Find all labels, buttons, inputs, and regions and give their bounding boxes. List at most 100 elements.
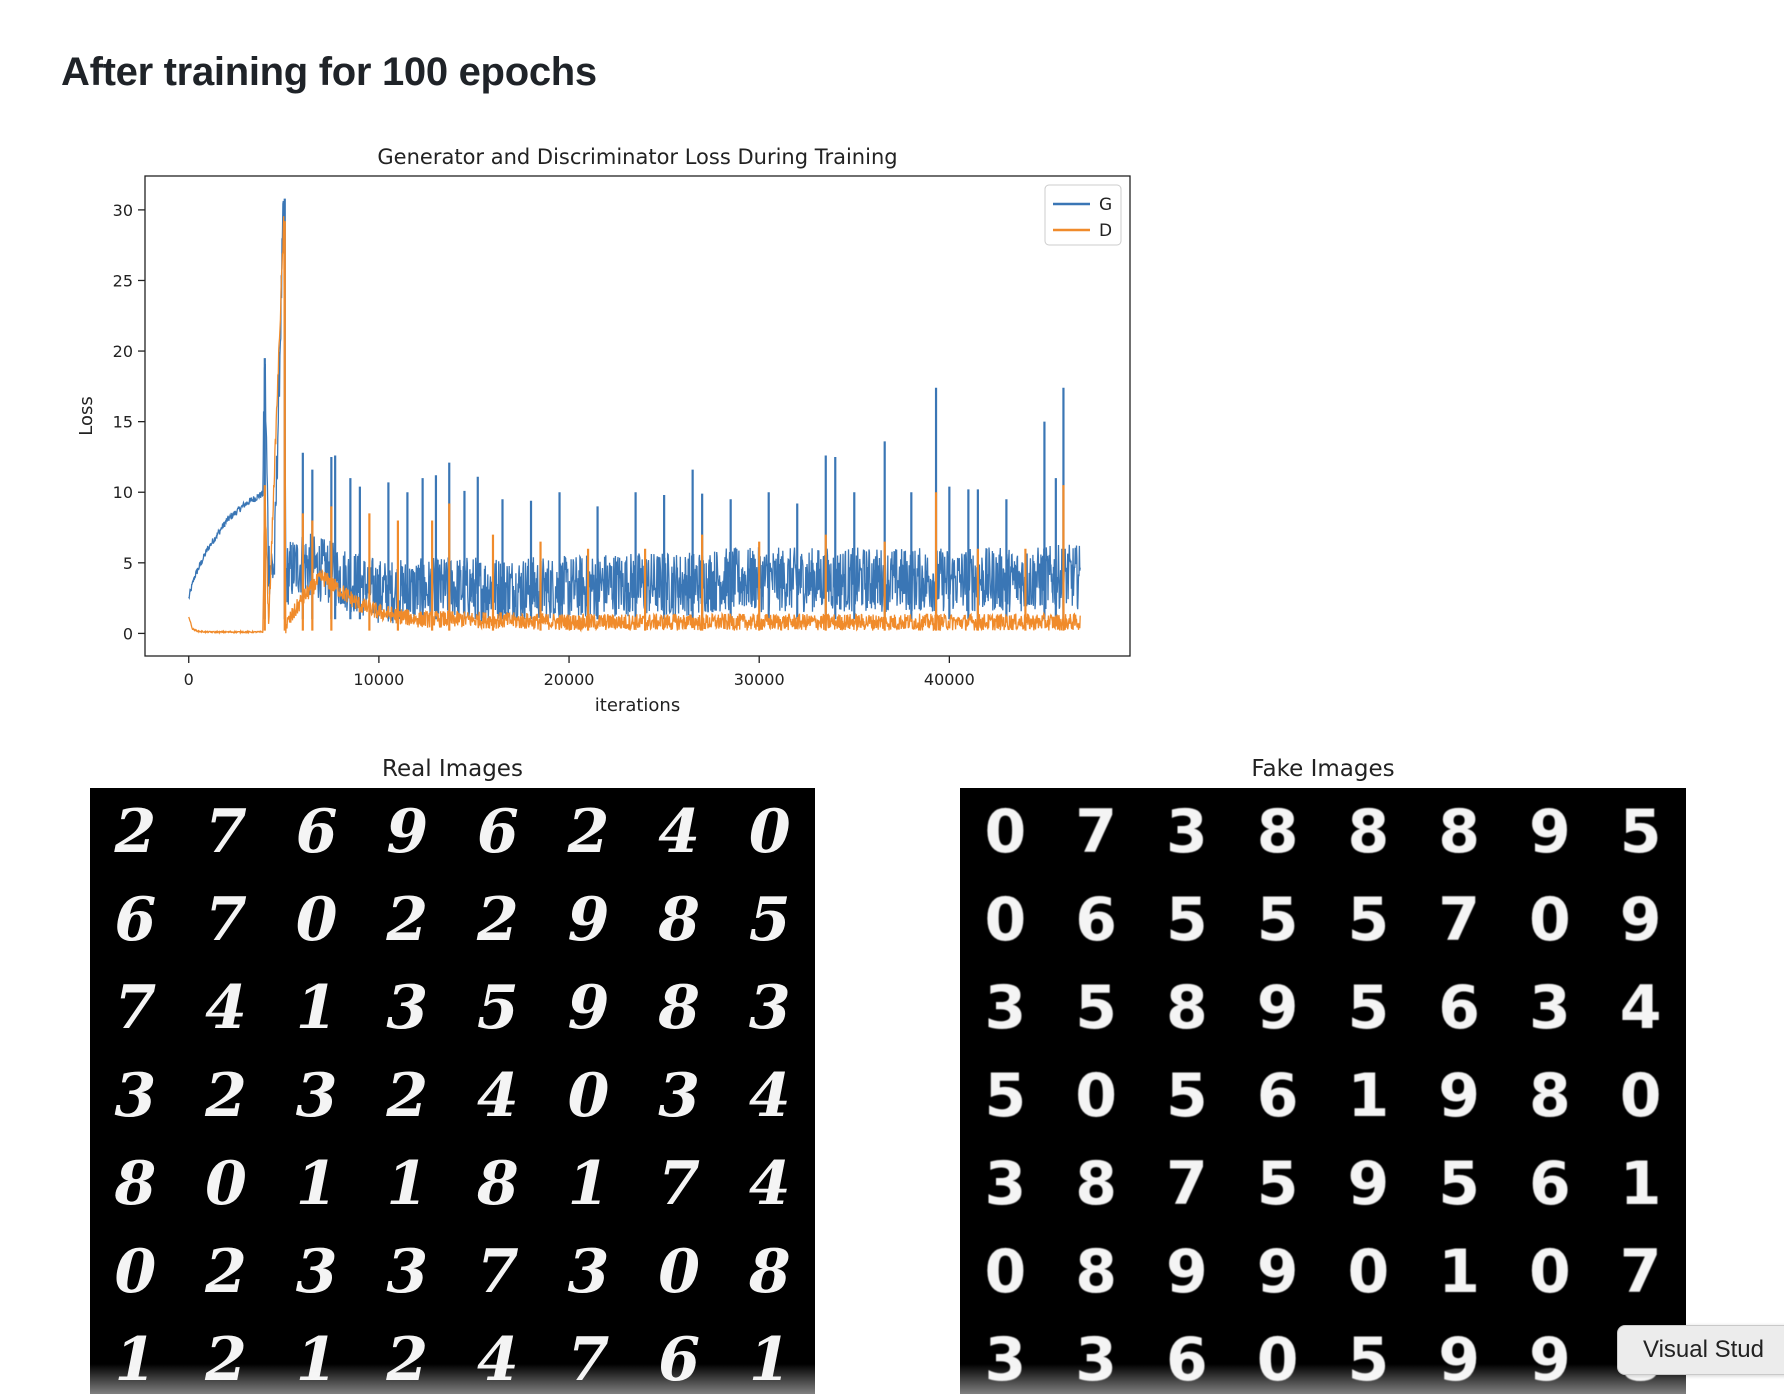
digit-cell: 4 [476, 1325, 519, 1394]
chart-title: Generator and Discriminator Loss During … [377, 145, 897, 169]
digit-cell: 2 [114, 797, 157, 867]
digit-cell: 2 [205, 1237, 247, 1307]
fake-images-title: Fake Images [1251, 756, 1395, 782]
digit-cell: 9 [1619, 885, 1662, 955]
digit-cell: 5 [984, 1061, 1027, 1131]
digit-cell: 8 [1075, 1237, 1117, 1307]
digit-cell: 0 [1529, 1237, 1571, 1307]
digit-cell: 3 [1529, 973, 1571, 1043]
digit-cell: 0 [748, 797, 791, 867]
digit-cell: 8 [476, 1149, 519, 1219]
digit-cell: 5 [476, 973, 519, 1043]
digit-cell: 6 [476, 797, 519, 867]
digit-cell: 3 [984, 1325, 1027, 1394]
digit-cell: 8 [658, 885, 700, 955]
digit-cell: 5 [1347, 973, 1390, 1043]
digit-cell: 8 [1347, 797, 1390, 867]
digit-cell: 0 [984, 885, 1027, 955]
digit-cell: 7 [476, 1237, 519, 1307]
digit-cell: 0 [1347, 1237, 1390, 1307]
x-tick-label: 10000 [353, 670, 404, 689]
digit-cell: 6 [295, 797, 338, 867]
digit-cell: 3 [567, 1237, 610, 1307]
digit-cell: 1 [567, 1149, 610, 1219]
y-tick-label: 25 [113, 271, 133, 290]
x-tick-label: 40000 [924, 670, 975, 689]
digit-cell: 8 [114, 1149, 157, 1219]
digit-cell: 6 [1256, 1061, 1299, 1131]
digit-cell: 1 [1347, 1061, 1390, 1131]
digit-cell: 5 [1347, 885, 1390, 955]
digit-cell: 6 [1075, 885, 1117, 955]
digit-cell: 8 [1529, 1061, 1571, 1131]
digit-cell: 5 [1256, 885, 1299, 955]
digit-cell: 4 [476, 1061, 519, 1131]
digit-cell: 6 [1166, 1325, 1208, 1394]
digit-cell: 9 [1347, 1149, 1390, 1219]
digit-cell: 0 [205, 1149, 247, 1219]
digit-cell: 3 [1075, 1325, 1117, 1394]
real-images-title: Real Images [382, 756, 523, 782]
digit-cell: 8 [1166, 973, 1208, 1043]
digit-cell: 5 [1347, 1325, 1390, 1394]
digit-cell: 0 [1256, 1325, 1299, 1394]
y-axis-label: Loss [76, 396, 97, 435]
digit-cell: 1 [1438, 1237, 1480, 1307]
digit-cell: 0 [1619, 1061, 1662, 1131]
digit-cell: 0 [567, 1061, 610, 1131]
digit-cell: 9 [567, 885, 610, 955]
digit-cell: 5 [1166, 1061, 1208, 1131]
digit-cell: 1 [386, 1149, 429, 1219]
digit-cell: 7 [658, 1149, 700, 1219]
digit-cell: 0 [1075, 1061, 1117, 1131]
x-tick-label: 20000 [544, 670, 595, 689]
legend-label-d: D [1099, 221, 1112, 241]
y-tick-label: 0 [123, 624, 133, 643]
digit-cell: 8 [1256, 797, 1299, 867]
visual-studio-tooltip[interactable]: Visual Stud [1617, 1325, 1784, 1375]
section-heading: After training for 100 epochs [61, 50, 597, 94]
x-axis-label: iterations [595, 695, 680, 716]
digit-cell: 0 [114, 1237, 157, 1307]
digit-cell: 7 [1619, 1237, 1662, 1307]
digit-cell: 9 [386, 797, 429, 867]
digit-cell: 0 [984, 797, 1027, 867]
digit-cell: 2 [205, 1325, 247, 1394]
digit-cell: 3 [386, 973, 429, 1043]
digit-cell: 1 [748, 1325, 791, 1394]
digit-cell: 9 [567, 973, 610, 1043]
y-tick-label: 10 [113, 483, 133, 502]
digit-cell: 3 [295, 1237, 338, 1307]
digit-cell: 3 [295, 1061, 338, 1131]
digit-cell: 6 [1438, 973, 1480, 1043]
digit-cell: 8 [658, 973, 700, 1043]
digit-cell: 0 [658, 1237, 700, 1307]
y-tick-label: 5 [123, 554, 133, 573]
y-tick-label: 30 [113, 201, 133, 220]
digit-cell: 7 [567, 1325, 610, 1394]
digit-cell: 0 [295, 885, 338, 955]
digit-cell: 1 [295, 1149, 338, 1219]
y-tick-label: 20 [113, 342, 133, 361]
digit-cell: 4 [748, 1061, 791, 1131]
digit-cell: 3 [114, 1061, 157, 1131]
digit-cell: 4 [1619, 973, 1662, 1043]
digit-cell: 5 [1438, 1149, 1480, 1219]
series-d [188, 216, 1081, 635]
digit-cell: 2 [567, 797, 610, 867]
digit-cell: 9 [1529, 1325, 1571, 1394]
digit-cell: 7 [1075, 797, 1117, 867]
digit-cell: 9 [1166, 1237, 1208, 1307]
digit-cell: 9 [1438, 1325, 1480, 1394]
digit-cell: 6 [658, 1325, 700, 1394]
digit-cell: 7 [1438, 885, 1480, 955]
digit-cell: 9 [1256, 1237, 1299, 1307]
digit-cell: 3 [984, 973, 1027, 1043]
digit-cell: 2 [205, 1061, 247, 1131]
digit-cell: 5 [1619, 797, 1662, 867]
legend-label-g: G [1099, 195, 1112, 215]
digit-cell: 7 [1166, 1149, 1208, 1219]
y-tick-label: 15 [113, 413, 133, 432]
series-g [188, 198, 1081, 624]
